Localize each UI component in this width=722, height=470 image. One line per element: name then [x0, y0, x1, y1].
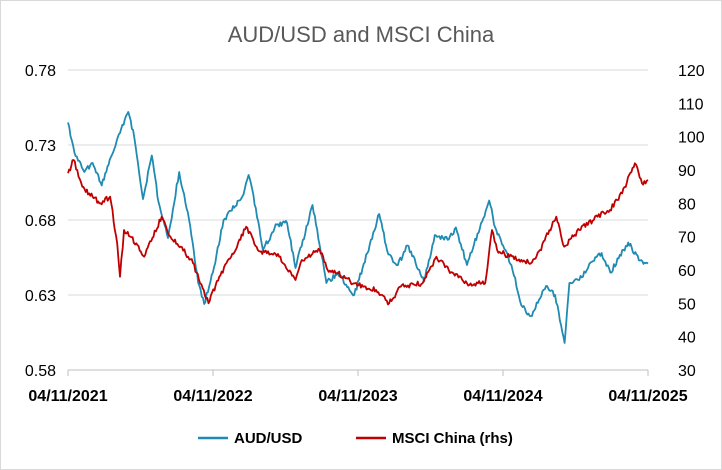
y-left-tick-label: 0.68: [25, 213, 56, 230]
y-right-tick-label: 40: [678, 330, 696, 347]
legend-label-aud-usd: AUD/USD: [234, 430, 303, 447]
y-left-tick-label: 0.63: [25, 288, 56, 305]
y-left-tick-label: 0.73: [25, 138, 56, 155]
x-tick-label: 04/11/2022: [173, 388, 252, 405]
x-tick-label: 04/11/2024: [463, 388, 542, 405]
x-tick-label: 04/11/2023: [318, 388, 397, 405]
y-left-tick-label: 0.78: [25, 63, 56, 80]
x-axis: 04/11/2021 04/11/2022 04/11/2023 04/11/2024…: [28, 369, 688, 405]
y-axis-left: 0.58 0.63 0.68 0.73 0.78: [25, 63, 56, 380]
series-lines: [67, 111, 649, 344]
y-right-tick-label: 30: [678, 363, 696, 380]
y-right-tick-label: 80: [678, 196, 696, 213]
legend-label-msci-china: MSCI China (rhs): [392, 430, 513, 447]
y-right-tick-label: 60: [678, 263, 696, 280]
series-line-msci-china: [67, 159, 649, 306]
y-right-tick-label: 120: [678, 63, 705, 80]
y-right-tick-label: 70: [678, 230, 696, 247]
gridlines: [68, 69, 648, 296]
y-right-tick-label: 100: [678, 130, 705, 147]
series-line-aud-usd: [67, 111, 649, 344]
y-right-tick-label: 90: [678, 163, 696, 180]
x-tick-label: 04/11/2025: [608, 388, 687, 405]
x-tick-label: 04/11/2021: [28, 388, 107, 405]
y-axis-right: 30 40 50 60 70 80 90 100 110 120: [678, 63, 705, 380]
chart-title: AUD/USD and MSCI China: [228, 22, 495, 47]
y-right-tick-label: 110: [678, 96, 704, 113]
y-right-tick-label: 50: [678, 296, 696, 313]
y-left-tick-label: 0.58: [25, 363, 56, 380]
legend: AUD/USD MSCI China (rhs): [198, 430, 513, 447]
